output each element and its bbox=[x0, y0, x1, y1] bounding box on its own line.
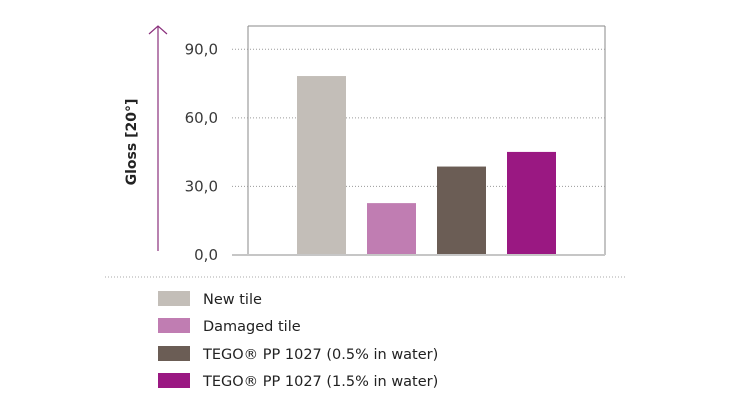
y-axis-arrow-head-icon bbox=[148, 25, 168, 35]
legend-label-4: TEGO® PP 1027 (1.5% in water) bbox=[202, 374, 438, 390]
y-tick-label: 30,0 bbox=[185, 177, 218, 195]
y-tick-label: 90,0 bbox=[185, 40, 218, 58]
y-tick-label: 0,0 bbox=[194, 246, 218, 264]
bar-1 bbox=[297, 76, 346, 255]
legend-label-1: New tile bbox=[203, 292, 262, 308]
legend-swatch-3 bbox=[158, 346, 190, 361]
legend-swatch-1 bbox=[158, 291, 190, 306]
legend-label-2: Damaged tile bbox=[203, 319, 301, 335]
y-tick-label: 60,0 bbox=[185, 109, 218, 127]
bar-2 bbox=[367, 203, 416, 255]
bar-4 bbox=[507, 151, 556, 255]
legend-swatch-4 bbox=[158, 373, 190, 388]
legend-label-3: TEGO® PP 1027 (0.5% in water) bbox=[202, 347, 438, 363]
bar-3 bbox=[437, 166, 486, 255]
y-axis-label: Gloss [20°] bbox=[124, 99, 140, 186]
legend-swatch-2 bbox=[158, 318, 190, 333]
